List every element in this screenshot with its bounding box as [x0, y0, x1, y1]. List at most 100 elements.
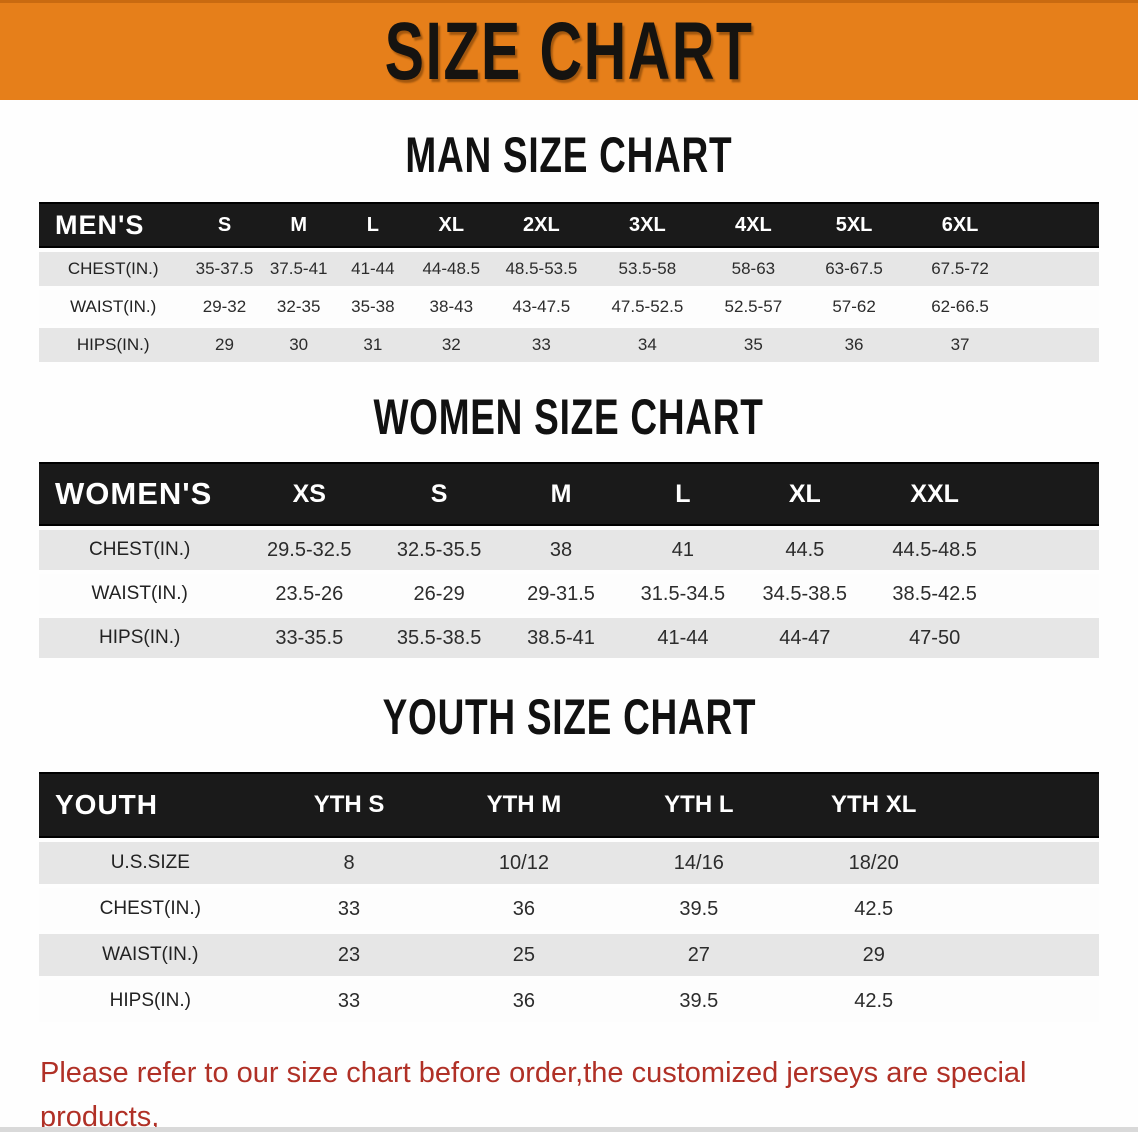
- size-value-cell: 23: [261, 934, 437, 976]
- row-spacer: [961, 934, 1099, 976]
- measurement-row-label: WAIST(IN.): [39, 934, 262, 976]
- size-value-cell: 67.5-72: [906, 252, 1015, 286]
- youth-section-heading: YOUTH SIZE CHART: [0, 692, 1138, 742]
- measurement-row-label: WAIST(IN.): [39, 574, 241, 614]
- women-size-header: S: [378, 462, 501, 526]
- measurement-row-label: CHEST(IN.): [39, 530, 241, 570]
- row-spacer: [961, 980, 1099, 1022]
- size-value-cell: 18/20: [786, 842, 962, 884]
- size-value-cell: 39.5: [611, 888, 787, 930]
- size-value-cell: 37.5-41: [261, 252, 336, 286]
- size-value-cell: 34.5-38.5: [743, 574, 866, 614]
- size-value-cell: 25: [436, 934, 612, 976]
- size-value-cell: 35-37.5: [187, 252, 262, 286]
- women-heading-text: WOMEN SIZE CHART: [373, 389, 765, 445]
- measurement-row-label: HIPS(IN.): [39, 618, 241, 658]
- man-size-header: XL: [409, 202, 493, 248]
- man-section-heading: MAN SIZE CHART: [0, 130, 1138, 180]
- size-value-cell: 38.5-41: [500, 618, 622, 658]
- youth-hips-row: HIPS(IN.) 33 36 39.5 42.5: [39, 980, 1099, 1022]
- size-value-cell: 63-67.5: [802, 252, 906, 286]
- size-value-cell: 29.5-32.5: [240, 530, 379, 570]
- size-value-cell: 44.5-48.5: [865, 530, 1004, 570]
- size-value-cell: 44.5: [743, 530, 866, 570]
- size-value-cell: 29-31.5: [500, 574, 622, 614]
- youth-size-header: YTH S: [261, 772, 437, 838]
- man-size-header: M: [261, 202, 336, 248]
- youth-chest-row: CHEST(IN.) 33 36 39.5 42.5: [39, 888, 1099, 930]
- youth-waist-row: WAIST(IN.) 23 25 27 29: [39, 934, 1099, 976]
- size-value-cell: 44-48.5: [409, 252, 493, 286]
- row-spacer: [1003, 530, 1099, 570]
- measurement-row-label: U.S.SIZE: [39, 842, 262, 884]
- size-value-cell: 62-66.5: [906, 290, 1015, 324]
- youth-heading-text: YOUTH SIZE CHART: [382, 689, 756, 745]
- youth-corner-label: YOUTH: [39, 772, 262, 838]
- women-section-heading: WOMEN SIZE CHART: [0, 392, 1138, 442]
- women-chest-row: CHEST(IN.) 29.5-32.5 32.5-35.5 38 41 44.…: [39, 530, 1099, 570]
- size-value-cell: 39.5: [611, 980, 787, 1022]
- size-value-cell: 33-35.5: [240, 618, 379, 658]
- size-value-cell: 8: [261, 842, 437, 884]
- women-size-header: XL: [743, 462, 866, 526]
- size-value-cell: 47-50: [865, 618, 1004, 658]
- man-heading-text: MAN SIZE CHART: [405, 127, 733, 183]
- man-hips-row: HIPS(IN.) 29 30 31 32 33 34 35 36 37: [39, 328, 1099, 362]
- size-value-cell: 34: [590, 328, 705, 362]
- women-waist-row: WAIST(IN.) 23.5-26 26-29 29-31.5 31.5-34…: [39, 574, 1099, 614]
- row-spacer: [961, 842, 1099, 884]
- size-value-cell: 48.5-53.5: [492, 252, 591, 286]
- size-value-cell: 42.5: [786, 980, 962, 1022]
- measurement-row-label: CHEST(IN.): [39, 252, 188, 286]
- size-value-cell: 52.5-57: [704, 290, 803, 324]
- youth-ussize-row: U.S.SIZE 8 10/12 14/16 18/20: [39, 842, 1099, 884]
- row-spacer: [961, 888, 1099, 930]
- size-value-cell: 32: [409, 328, 493, 362]
- disclaimer-note: Please refer to our size chart before or…: [40, 1052, 1138, 1132]
- measurement-row-label: HIPS(IN.): [39, 980, 262, 1022]
- man-size-header: 4XL: [704, 202, 803, 248]
- row-spacer: [1014, 290, 1099, 324]
- man-size-header: 6XL: [906, 202, 1015, 248]
- size-value-cell: 53.5-58: [590, 252, 705, 286]
- man-size-header: 2XL: [492, 202, 591, 248]
- size-value-cell: 57-62: [802, 290, 906, 324]
- man-corner-label: MEN'S: [39, 202, 188, 248]
- size-chart-title: SIZE CHART: [384, 5, 754, 97]
- disclaimer-line-1: Please refer to our size chart before or…: [40, 1057, 1027, 1132]
- size-value-cell: 35.5-38.5: [378, 618, 501, 658]
- size-value-cell: 23.5-26: [240, 574, 379, 614]
- size-value-cell: 36: [436, 980, 612, 1022]
- women-size-header: L: [621, 462, 744, 526]
- size-value-cell: 33: [492, 328, 591, 362]
- measurement-row-label: HIPS(IN.): [39, 328, 188, 362]
- youth-header-row: YOUTH YTH S YTH M YTH L YTH XL: [39, 772, 1099, 838]
- header-spacer: [961, 772, 1099, 838]
- man-size-header: L: [335, 202, 410, 248]
- size-value-cell: 29: [187, 328, 262, 362]
- man-waist-row: WAIST(IN.) 29-32 32-35 35-38 38-43 43-47…: [39, 290, 1099, 324]
- header-spacer: [1003, 462, 1099, 526]
- size-value-cell: 38-43: [409, 290, 493, 324]
- youth-size-header: YTH M: [436, 772, 612, 838]
- size-value-cell: 33: [261, 980, 437, 1022]
- man-size-header: 5XL: [802, 202, 906, 248]
- women-size-header: XXL: [865, 462, 1004, 526]
- women-header-row: WOMEN'S XS S M L XL XXL: [39, 462, 1099, 526]
- size-value-cell: 37: [906, 328, 1015, 362]
- size-value-cell: 43-47.5: [492, 290, 591, 324]
- size-value-cell: 58-63: [704, 252, 803, 286]
- man-chest-row: CHEST(IN.) 35-37.5 37.5-41 41-44 44-48.5…: [39, 252, 1099, 286]
- size-value-cell: 41-44: [335, 252, 410, 286]
- header-spacer: [1014, 202, 1099, 248]
- size-value-cell: 44-47: [743, 618, 866, 658]
- size-value-cell: 42.5: [786, 888, 962, 930]
- size-value-cell: 27: [611, 934, 787, 976]
- man-header-row: MEN'S S M L XL 2XL 3XL 4XL 5XL 6XL: [39, 202, 1099, 248]
- row-spacer: [1003, 618, 1099, 658]
- women-corner-label: WOMEN'S: [39, 462, 241, 526]
- size-value-cell: 31.5-34.5: [621, 574, 744, 614]
- women-size-header: M: [500, 462, 622, 526]
- size-value-cell: 32.5-35.5: [378, 530, 501, 570]
